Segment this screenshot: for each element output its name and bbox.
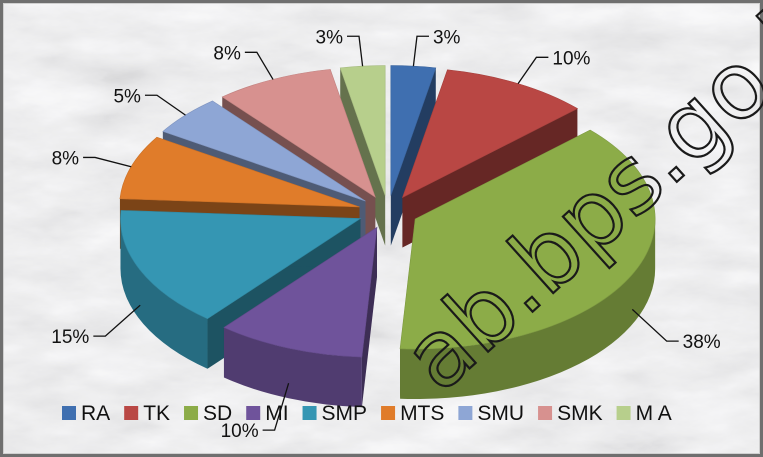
legend-label: M A — [636, 402, 672, 425]
legend-item: SMP — [302, 402, 368, 425]
legend-swatch — [538, 406, 553, 420]
slice-smu — [162, 100, 366, 202]
legend-label: TK — [143, 402, 170, 425]
data-label: 10% — [221, 421, 259, 442]
legend-label: SMU — [477, 402, 524, 425]
slice-sd — [399, 129, 656, 350]
data-label: 8% — [52, 148, 80, 169]
legend-item: M A — [616, 402, 672, 425]
legend-item: SD — [184, 402, 232, 425]
legend-swatch — [302, 406, 317, 420]
legend-label: SD — [203, 402, 232, 425]
legend-swatch — [184, 406, 199, 420]
slice-side-ra — [390, 67, 436, 246]
legend-swatch — [616, 406, 631, 420]
data-label: 38% — [683, 332, 721, 353]
data-label: 10% — [552, 48, 590, 69]
legend-swatch — [381, 406, 396, 420]
slice-smk — [221, 69, 376, 198]
legend-label: SMP — [322, 402, 368, 425]
data-label: 5% — [113, 86, 141, 107]
leader-line — [347, 35, 364, 67]
legend-item: SMU — [458, 402, 524, 425]
legend-swatch — [458, 406, 473, 420]
legend-label: MTS — [400, 402, 444, 425]
legend-item: MI — [246, 402, 289, 425]
slice-mts — [119, 136, 360, 208]
data-label: 3% — [433, 27, 461, 48]
legend: RA TK SD MI SMP MTS SMU SMK M A — [62, 402, 672, 425]
data-label: 8% — [213, 43, 241, 64]
pie-slices — [119, 65, 656, 408]
leader-line — [244, 51, 274, 80]
slice-mi — [223, 226, 378, 358]
legend-item: RA — [62, 402, 110, 425]
leader-line — [83, 156, 132, 168]
leader-line — [631, 308, 679, 342]
data-labels: 3% 10% 38% 10% 15% 8% 5% 8% 3% — [51, 27, 721, 442]
leader-line — [412, 35, 429, 67]
leader-line — [144, 94, 186, 116]
legend-label: SMK — [557, 402, 603, 425]
legend-swatch — [246, 406, 261, 420]
slice-tk — [401, 69, 579, 199]
legend-item: MTS — [381, 402, 444, 425]
leader-line — [262, 383, 290, 431]
legend-swatch — [62, 406, 76, 420]
legend-item: TK — [124, 402, 170, 425]
legend-item: SMK — [538, 402, 603, 425]
legend-label: MI — [265, 402, 288, 425]
leader-line — [517, 56, 549, 84]
data-label: 3% — [316, 27, 344, 48]
leader-lines — [83, 35, 679, 431]
leader-line — [93, 304, 141, 337]
data-label: 15% — [51, 327, 89, 348]
legend-label: RA — [81, 402, 110, 425]
legend-swatch — [124, 406, 139, 420]
slice-smp — [120, 210, 362, 320]
